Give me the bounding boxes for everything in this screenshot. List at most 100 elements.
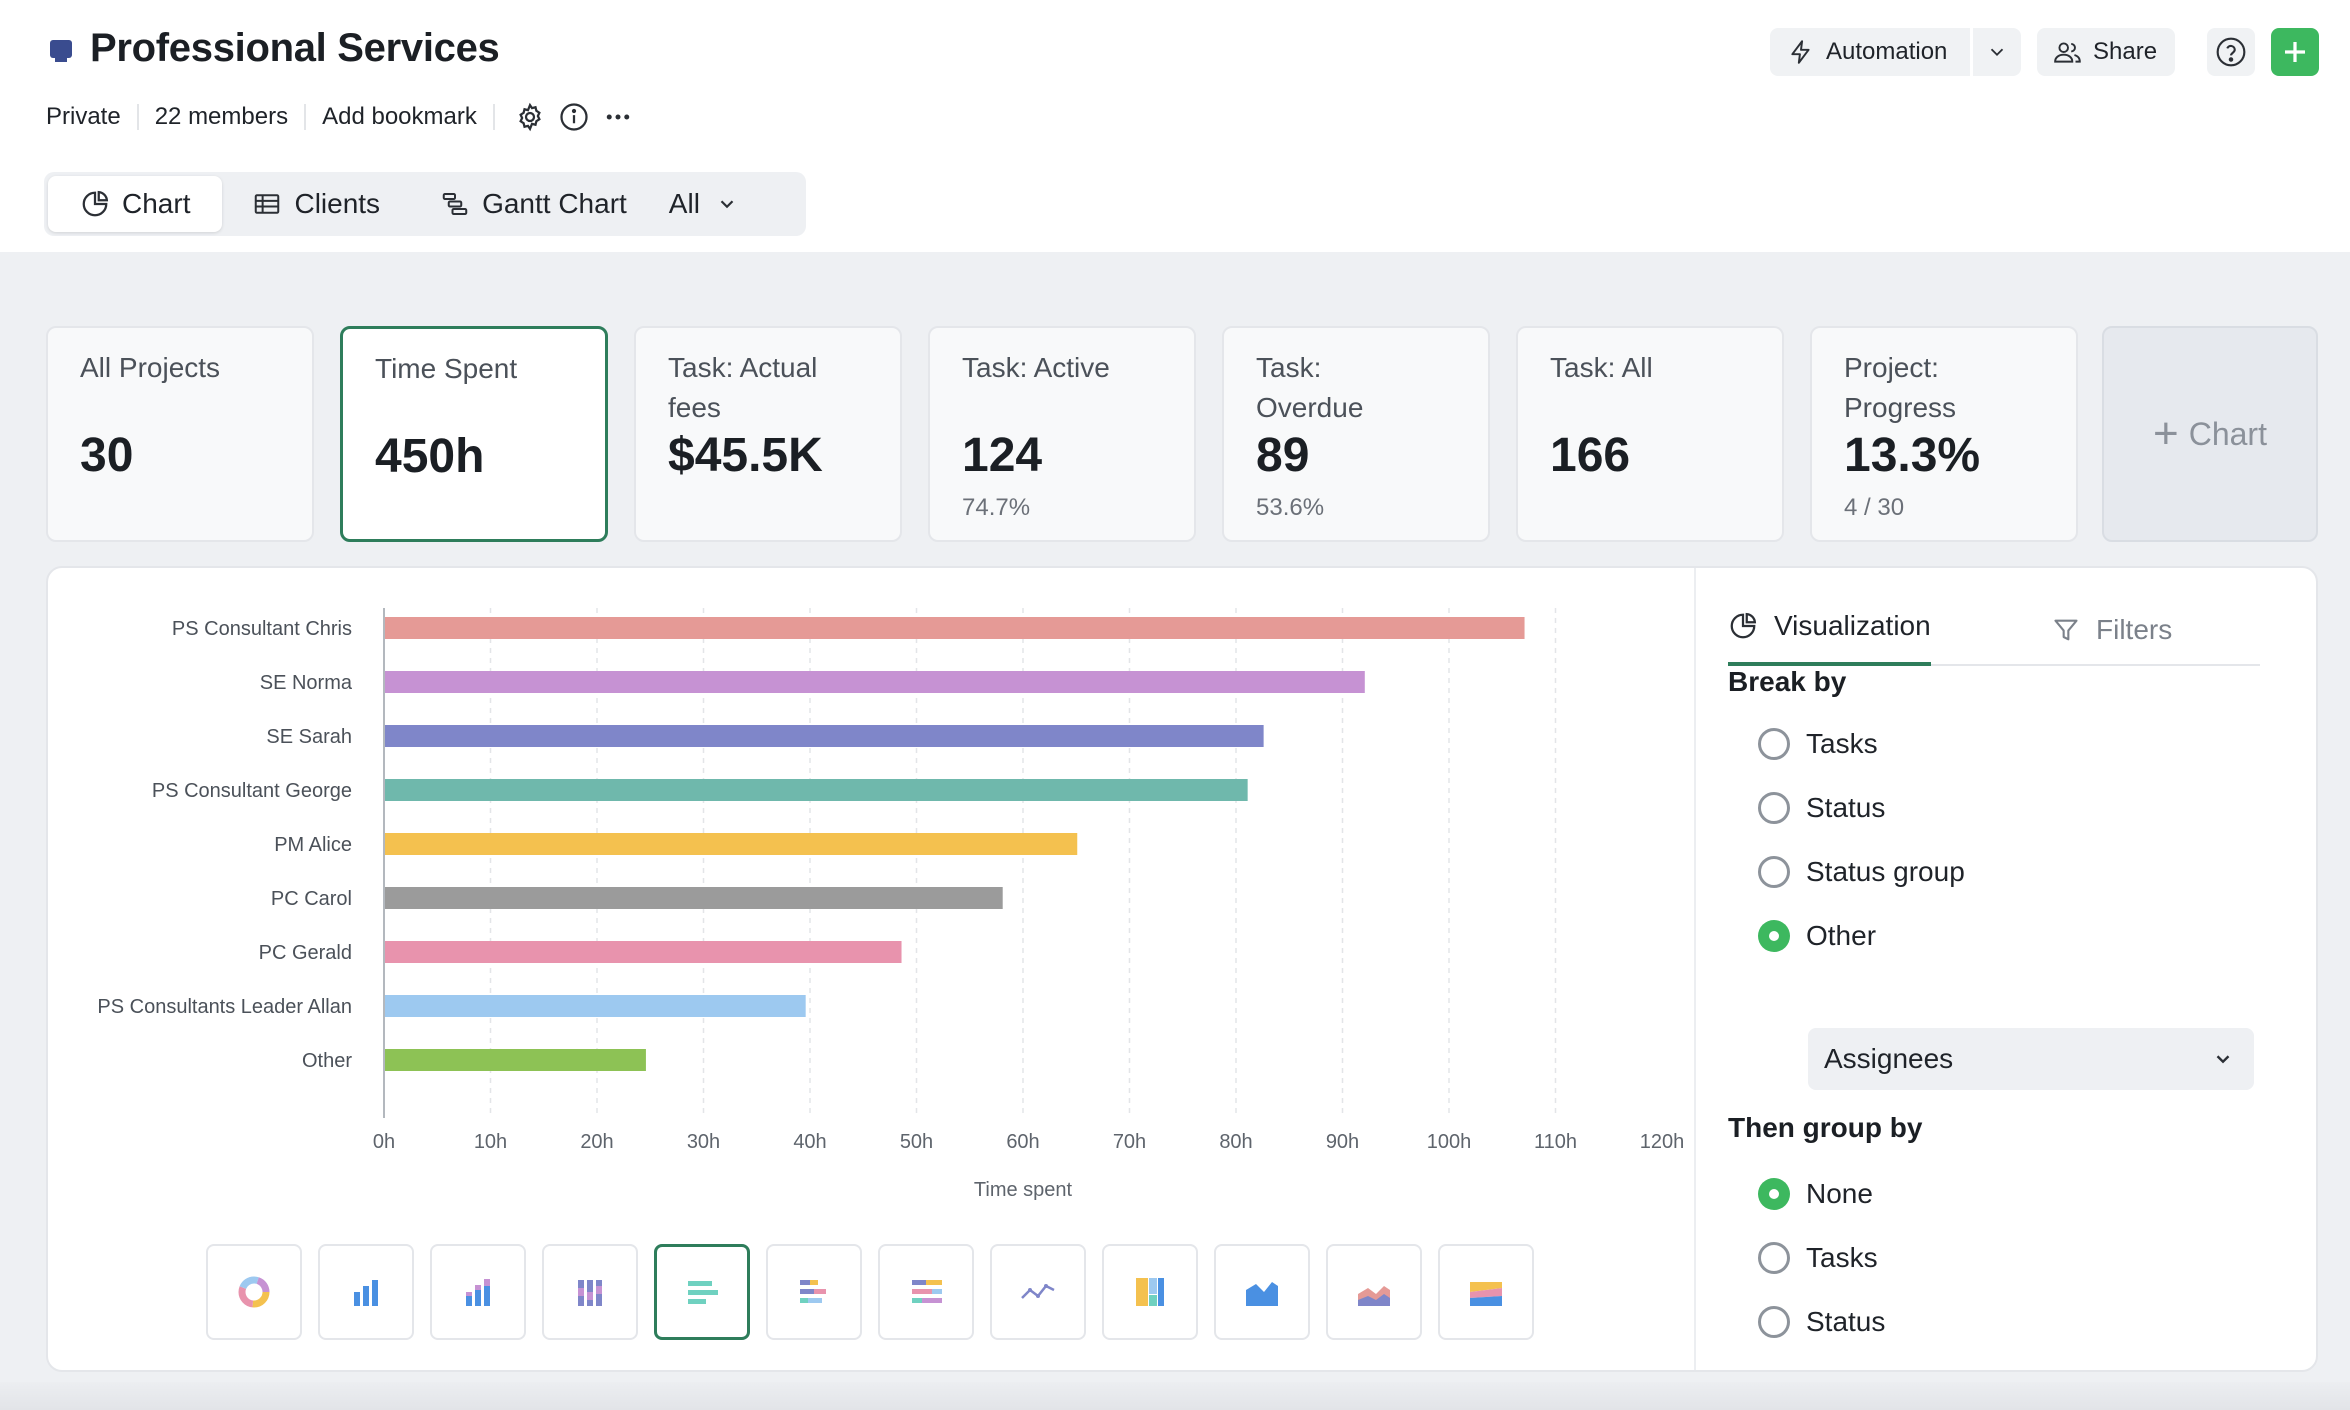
- tab-gantt[interactable]: Gantt Chart: [410, 176, 657, 232]
- members-link[interactable]: 22 members: [139, 104, 307, 130]
- help-button[interactable]: [2207, 28, 2255, 76]
- category-label: SE Sarah: [266, 726, 352, 748]
- tab-all[interactable]: All: [657, 176, 780, 232]
- tab-visualization-label: Visualization: [1774, 610, 1931, 641]
- bar: [385, 671, 1365, 693]
- bar: [385, 941, 902, 963]
- view-tabs: Chart Clients Gantt Chart All: [44, 172, 806, 236]
- tab-clients[interactable]: Clients: [222, 176, 410, 232]
- stacked-column-icon: [578, 1280, 602, 1306]
- x-tick-label: 110h: [1534, 1131, 1577, 1153]
- chart-type-treemap[interactable]: [1102, 1244, 1198, 1340]
- kpi-value: 13.3%: [1844, 429, 1981, 482]
- tab-visualization[interactable]: Visualization: [1728, 594, 1931, 666]
- pie-chart-icon: [1730, 612, 1757, 639]
- assignees-select[interactable]: Assignees: [1808, 1028, 2254, 1090]
- x-tick-label: 120h: [1640, 1131, 1685, 1153]
- chart-type-horizontal-stacked-bar[interactable]: [766, 1244, 862, 1340]
- workspace-icon: [50, 40, 72, 62]
- visibility-label[interactable]: Private: [46, 104, 139, 130]
- kpi-all-projects[interactable]: All Projects 30: [46, 326, 314, 542]
- kpi-sub: 53.6%: [1256, 494, 1325, 521]
- radio-circle: [1758, 1242, 1790, 1274]
- add-bookmark-link[interactable]: Add bookmark: [306, 104, 495, 130]
- kpi-label: Time Spent: [375, 353, 518, 384]
- kpi-label: Project: Progress: [1844, 352, 1957, 423]
- kpi-actual-fees[interactable]: Task: Actual fees $45.5K: [634, 326, 902, 542]
- share-button[interactable]: Share: [2037, 28, 2175, 76]
- radio-circle: [1758, 728, 1790, 760]
- chart-type-horizontal-bar[interactable]: [654, 1244, 750, 1340]
- x-axis-title: Time spent: [974, 1179, 1073, 1201]
- tab-chart[interactable]: Chart: [48, 176, 223, 232]
- kpi-value: $45.5K: [668, 429, 823, 482]
- add-button[interactable]: [2271, 28, 2319, 76]
- category-label: PC Carol: [271, 888, 352, 910]
- automation-label: Automation: [1826, 38, 1948, 65]
- select-value: Assignees: [1824, 1043, 1954, 1074]
- radio-label: Other: [1806, 920, 1877, 951]
- kpi-time-spent[interactable]: Time Spent 450h: [340, 326, 608, 542]
- gear-icon[interactable]: [513, 100, 547, 134]
- kpi-active[interactable]: Task: Active 124 74.7%: [928, 326, 1196, 542]
- break-by-title: Break by: [1728, 666, 1847, 697]
- radio-break-status[interactable]: Status: [1758, 792, 1885, 824]
- tab-clients-label: Clients: [294, 188, 381, 219]
- x-tick-label: 90h: [1326, 1131, 1359, 1153]
- chart-type-stacked-column[interactable]: [542, 1244, 638, 1340]
- automation-dropdown[interactable]: [1973, 28, 2021, 76]
- stacked-area-icon: [1358, 1286, 1390, 1306]
- x-tick-label: 50h: [900, 1131, 933, 1153]
- chart-type-bar-chart[interactable]: [318, 1244, 414, 1340]
- treemap-icon: [1136, 1278, 1164, 1306]
- x-tick-label: 40h: [793, 1131, 826, 1153]
- radio-circle-selected: [1758, 1178, 1790, 1210]
- bar-chart: 0h 10h 20h 30h 40h 50h 60h 70h 80h 90h 100h 110h 120…: [97, 608, 1685, 1201]
- radio-break-status-group[interactable]: Status group: [1758, 856, 1965, 888]
- chart-type-stacked-area[interactable]: [1326, 1244, 1422, 1340]
- tab-all-label: All: [668, 188, 700, 219]
- chart-type-line-chart[interactable]: [990, 1244, 1086, 1340]
- chart-type-picker: [206, 1244, 1550, 1340]
- radio-break-other[interactable]: Other: [1758, 920, 1876, 952]
- x-tick-label: 100h: [1427, 1131, 1472, 1153]
- group-by-title: Then group by: [1728, 1112, 1923, 1143]
- radio-group-status[interactable]: Status: [1758, 1306, 1885, 1338]
- chart-type-area-chart[interactable]: [1214, 1244, 1310, 1340]
- radio-label: Tasks: [1806, 1242, 1878, 1273]
- table-icon: [255, 194, 280, 214]
- bottom-edge: [0, 1382, 2350, 1410]
- info-icon[interactable]: [557, 100, 591, 134]
- chevron-down-icon: [2216, 1055, 2230, 1064]
- kpi-value: 89: [1256, 429, 1310, 482]
- plus-icon: [2285, 42, 2305, 62]
- tab-filters[interactable]: Filters: [2052, 594, 2172, 666]
- kpi-task-all[interactable]: Task: All 166: [1516, 326, 1784, 542]
- x-tick-label: 80h: [1219, 1131, 1252, 1153]
- kpi-label: Task: Active: [962, 352, 1110, 383]
- x-tick-label: 70h: [1113, 1131, 1146, 1153]
- settings-sidebar: Visualization Filters Break by Tasks Sta…: [1728, 568, 2308, 1370]
- radio-break-tasks[interactable]: Tasks: [1758, 728, 1878, 760]
- horizontal-100-bar-icon: [912, 1280, 942, 1303]
- more-icon[interactable]: [601, 100, 635, 134]
- add-chart-button[interactable]: + Chart: [2102, 326, 2318, 542]
- stream-chart-icon: [1470, 1282, 1502, 1306]
- bar: [385, 779, 1248, 801]
- radio-label: Status group: [1806, 856, 1965, 887]
- tab-chart-label: Chart: [122, 188, 191, 219]
- automation-button[interactable]: Automation: [1770, 28, 1970, 76]
- radio-group-none[interactable]: None: [1758, 1178, 1873, 1210]
- chart-type-stacked-bar-chart[interactable]: [430, 1244, 526, 1340]
- tab-gantt-label: Gantt Chart: [482, 188, 627, 219]
- radio-group-tasks[interactable]: Tasks: [1758, 1242, 1878, 1274]
- radio-label: Status: [1806, 1306, 1886, 1337]
- chart-type-donut-chart[interactable]: [206, 1244, 302, 1340]
- kpi-overdue[interactable]: Task: Overdue 89 53.6%: [1222, 326, 1490, 542]
- kpi-progress[interactable]: Project: Progress 13.3% 4 / 30: [1810, 326, 2078, 542]
- stacked-bar-chart-icon: [466, 1279, 490, 1306]
- chart-type-stream-chart[interactable]: [1438, 1244, 1534, 1340]
- radio-circle-selected: [1758, 920, 1790, 952]
- page-title[interactable]: Professional Services: [90, 26, 500, 70]
- chart-type-horizontal-100-bar[interactable]: [878, 1244, 974, 1340]
